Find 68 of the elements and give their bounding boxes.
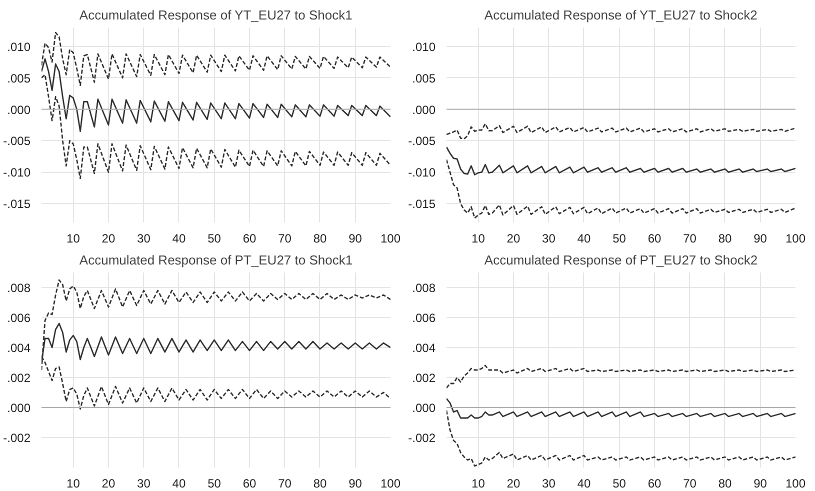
- y-tick-label: .002: [412, 371, 436, 385]
- x-tick-label: 50: [612, 476, 626, 490]
- x-tick-label: 90: [348, 232, 362, 246]
- y-tick-label: .005: [7, 71, 31, 86]
- y-tick-label: -.015: [3, 197, 31, 212]
- y-tick-label: -.002: [3, 431, 31, 445]
- x-tick-label: 30: [137, 476, 151, 490]
- x-tick-label: 60: [648, 232, 662, 246]
- x-tick-label: 60: [648, 476, 662, 490]
- x-tick-label: 70: [278, 232, 292, 246]
- x-tick-label: 40: [172, 476, 186, 490]
- y-tick-label: .008: [7, 281, 31, 295]
- x-tick-label: 40: [577, 232, 591, 246]
- y-tick-label: .000: [412, 102, 436, 117]
- x-tick-label: 20: [506, 476, 520, 490]
- x-tick-label: 20: [506, 232, 520, 246]
- y-tick-label: .008: [412, 281, 436, 295]
- y-tick-label: .002: [7, 371, 31, 385]
- chart-title: Accumulated Response of YT_EU27 to Shock1: [79, 8, 352, 22]
- x-tick-label: 60: [242, 232, 256, 246]
- y-tick-label: .006: [7, 311, 31, 325]
- y-tick-label: -.010: [3, 166, 31, 180]
- y-tick-label: .000: [7, 102, 31, 117]
- x-tick-label: 100: [785, 232, 806, 246]
- x-tick-label: 60: [242, 476, 256, 490]
- x-tick-label: 10: [66, 476, 80, 490]
- x-tick-label: 80: [313, 476, 327, 490]
- y-tick-label: .004: [412, 341, 436, 355]
- x-tick-label: 100: [380, 232, 401, 246]
- y-tick-label: -.005: [3, 134, 31, 148]
- x-tick-label: 90: [754, 232, 768, 246]
- x-tick-label: 70: [683, 232, 697, 246]
- y-tick-label: .005: [412, 71, 436, 86]
- x-tick-label: 50: [612, 232, 626, 246]
- x-tick-label: 30: [542, 232, 556, 246]
- x-tick-label: 70: [683, 476, 697, 490]
- y-tick-label: -.002: [408, 431, 436, 445]
- x-tick-label: 20: [102, 232, 116, 246]
- x-tick-label: 70: [278, 476, 292, 490]
- x-tick-label: 10: [472, 476, 486, 490]
- x-tick-label: 100: [380, 476, 401, 490]
- x-tick-label: 50: [208, 232, 222, 246]
- y-tick-label: .010: [7, 40, 31, 54]
- y-tick-label: .004: [7, 341, 31, 355]
- x-tick-label: 10: [472, 232, 486, 246]
- y-tick-label: .000: [7, 401, 31, 415]
- chart-title: Accumulated Response of PT_EU27 to Shock2: [484, 252, 758, 268]
- y-tick-label: -.010: [408, 166, 436, 180]
- chart-title: Accumulated Response of PT_EU27 to Shock1: [79, 252, 353, 268]
- x-tick-label: 80: [313, 232, 327, 246]
- chart-title: Accumulated Response of YT_EU27 to Shock2: [484, 8, 758, 22]
- x-tick-label: 40: [577, 476, 591, 490]
- y-tick-label: .000: [412, 401, 436, 415]
- y-tick-label: .010: [412, 40, 436, 54]
- y-tick-label: -.005: [408, 134, 436, 148]
- x-tick-label: 90: [754, 476, 768, 490]
- x-tick-label: 30: [137, 232, 151, 246]
- x-tick-label: 100: [785, 476, 806, 490]
- x-tick-label: 10: [66, 232, 80, 246]
- x-tick-label: 30: [542, 476, 556, 490]
- y-tick-label: -.015: [408, 197, 436, 212]
- y-tick-label: .006: [412, 311, 436, 325]
- x-tick-label: 80: [718, 476, 732, 490]
- x-tick-label: 50: [208, 476, 222, 490]
- x-tick-label: 80: [718, 232, 732, 246]
- x-tick-label: 20: [102, 476, 116, 490]
- x-tick-label: 90: [348, 476, 362, 490]
- x-tick-label: 40: [172, 232, 186, 246]
